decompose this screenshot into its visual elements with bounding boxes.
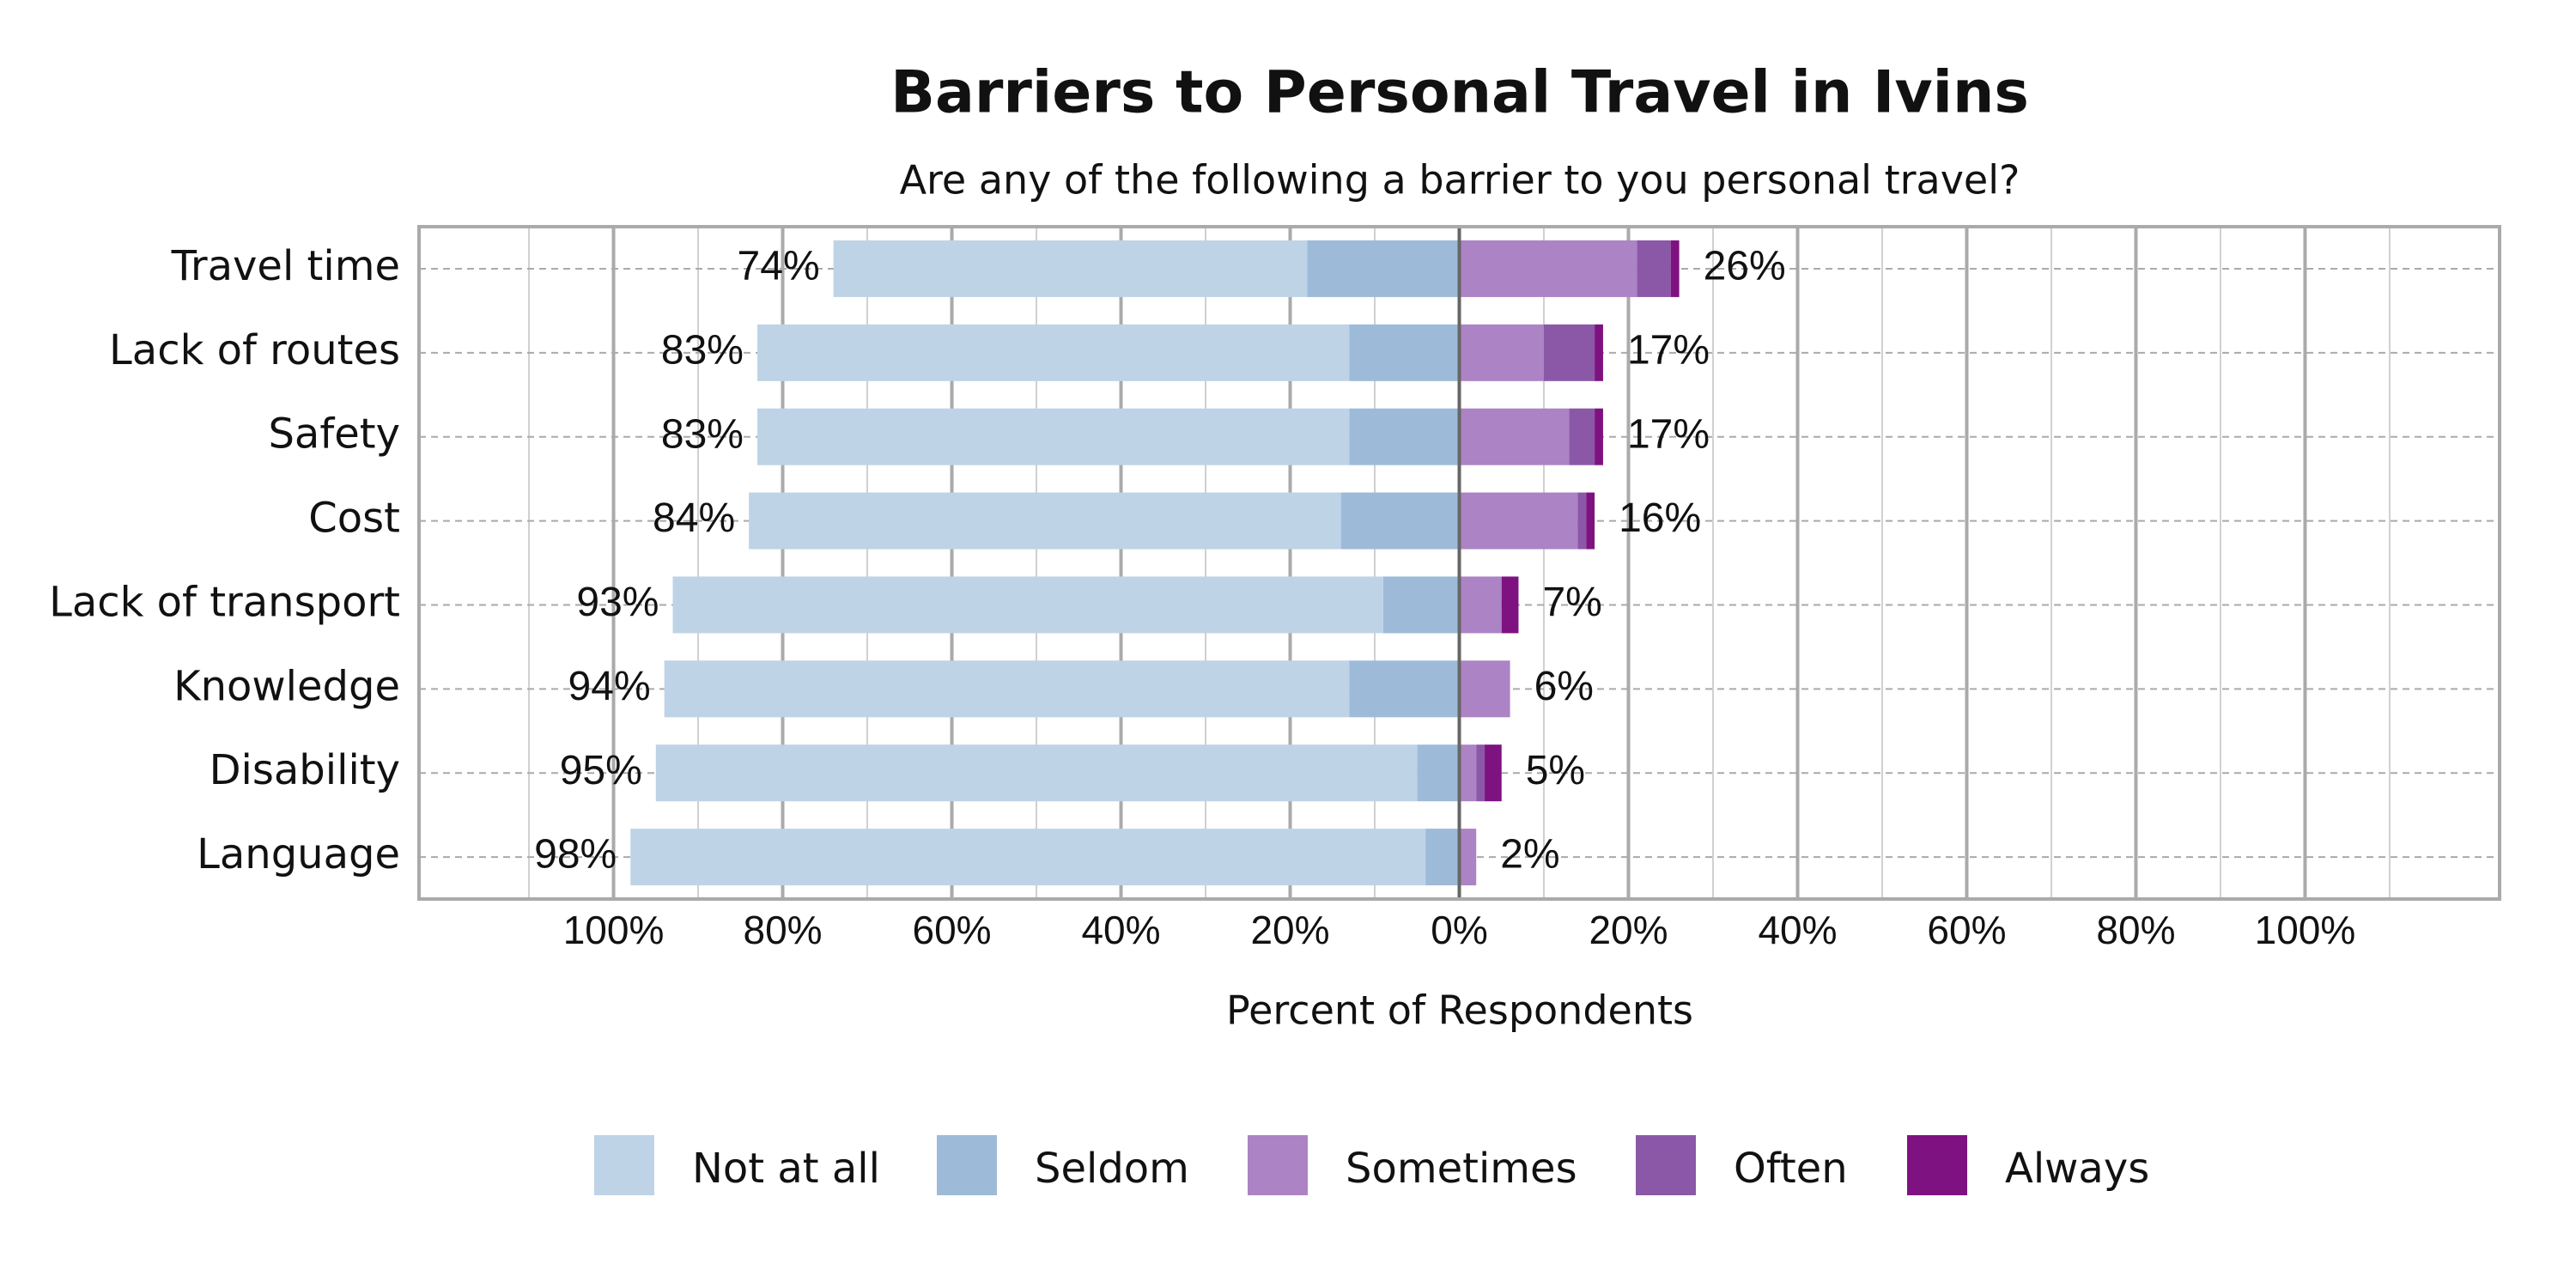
bar-segment [1577, 492, 1587, 550]
value-label: 16% [1619, 495, 1701, 541]
bar-segment [1349, 324, 1460, 381]
value-label: 83% [661, 327, 744, 373]
bar-segment [1382, 576, 1460, 634]
x-tick-label: 100% [563, 908, 665, 952]
bar-segment [664, 660, 1350, 718]
y-tick-label: Language [197, 830, 400, 878]
y-tick-label: Disability [210, 746, 400, 794]
x-tick-label: 40% [1081, 908, 1160, 952]
x-tick-label: 40% [1758, 908, 1837, 952]
bar-segment [1459, 408, 1570, 465]
value-label: 83% [661, 411, 744, 457]
x-axis-title: Percent of Respondents [1226, 987, 1693, 1034]
bar-segment [630, 829, 1426, 886]
bar-segment [1425, 829, 1460, 886]
value-label: 74% [738, 244, 820, 289]
bar-segment [1340, 492, 1460, 550]
value-label: 26% [1704, 244, 1786, 289]
x-tick-label: 20% [1589, 908, 1668, 952]
legend-label: Seldom [1035, 1145, 1189, 1193]
value-label: 84% [653, 495, 735, 541]
legend-label: Always [2005, 1145, 2149, 1193]
bar-segment [749, 492, 1341, 550]
bar-segment [1595, 324, 1603, 381]
y-tick-label: Safety [268, 410, 400, 459]
value-label: 98% [534, 832, 617, 878]
value-label: 17% [1627, 327, 1710, 373]
value-label: 95% [560, 748, 642, 793]
x-tick-label: 100% [2255, 908, 2356, 952]
legend-swatch [1907, 1135, 1967, 1195]
value-label: 6% [1534, 664, 1594, 709]
bar-segment [1476, 744, 1485, 802]
bar-segment [1637, 240, 1671, 297]
y-tick-label: Travel time [171, 242, 400, 290]
x-tick-label: 60% [1927, 908, 2006, 952]
bar-segment [756, 324, 1350, 381]
value-label: 5% [1526, 748, 1585, 793]
chart-title: Barriers to Personal Travel in Ivins [890, 59, 2029, 127]
bar-segment [1459, 576, 1502, 634]
y-tick-label: Lack of routes [109, 326, 400, 374]
x-tick-label: 0% [1431, 908, 1487, 952]
bar-segment [756, 408, 1350, 465]
y-tick-label: Cost [308, 495, 400, 543]
y-tick-label: Lack of transport [49, 578, 400, 626]
bar-segment [1417, 744, 1460, 802]
x-tick-label: 60% [912, 908, 991, 952]
bar-segment [1459, 829, 1477, 886]
x-tick-label: 20% [1250, 908, 1329, 952]
x-tick-label: 80% [2096, 908, 2175, 952]
bar-segment [672, 576, 1383, 634]
bar-segment [1501, 576, 1519, 634]
bar-segment [1485, 744, 1502, 802]
legend-label: Not at all [692, 1145, 880, 1193]
bar-segment [1349, 408, 1460, 465]
y-tick-label: Knowledge [173, 662, 400, 710]
bar-segment [1459, 240, 1637, 297]
bar-segment [1543, 324, 1595, 381]
bar-segment [1349, 660, 1460, 718]
value-label: 17% [1627, 411, 1710, 457]
bar-segment [1307, 240, 1460, 297]
x-tick-label: 80% [743, 908, 822, 952]
value-label: 93% [576, 580, 659, 625]
bar-segment [655, 744, 1418, 802]
value-label: 94% [568, 664, 651, 709]
plot-frame [417, 225, 2501, 901]
bar-segment [1586, 492, 1595, 550]
legend-label: Sometimes [1346, 1145, 1577, 1193]
value-label: 7% [1542, 580, 1601, 625]
legend-swatch [937, 1135, 997, 1195]
bar-segment [1670, 240, 1680, 297]
value-label: 2% [1500, 832, 1559, 878]
bar-segment [1459, 660, 1510, 718]
legend-label: Often [1734, 1145, 1848, 1193]
bar-segment [1595, 408, 1603, 465]
bar-segment [1459, 492, 1578, 550]
legend-swatch [1636, 1135, 1696, 1195]
bar-segment [833, 240, 1308, 297]
legend-swatch [594, 1135, 654, 1195]
chart-subtitle: Are any of the following a barrier to yo… [900, 157, 2020, 204]
legend-swatch [1248, 1135, 1308, 1195]
bar-segment [1459, 744, 1477, 802]
bar-segment [1459, 324, 1544, 381]
bar-segment [1569, 408, 1595, 465]
